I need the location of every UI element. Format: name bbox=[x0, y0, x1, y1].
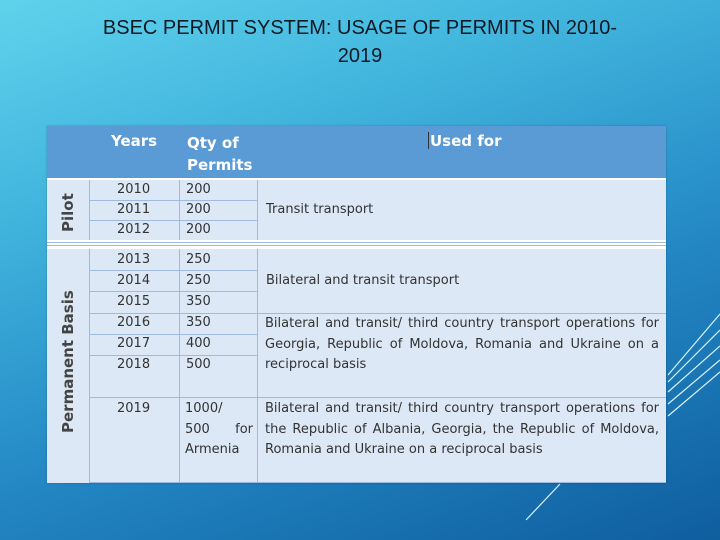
header-used-for-label: Used for bbox=[430, 132, 502, 150]
qty-2019-line-1: 1000/ bbox=[185, 401, 223, 416]
table-row-year: 2010 bbox=[117, 182, 151, 197]
table-row-year: 2014 bbox=[117, 273, 151, 288]
permanent-used-for-a: Bilateral and transit transport bbox=[266, 273, 460, 288]
table-row-year-2019: 2019 bbox=[117, 401, 151, 416]
table-row-qty: 400 bbox=[186, 336, 211, 351]
table-row-qty: 200 bbox=[186, 202, 211, 217]
table-row-qty: 350 bbox=[186, 315, 211, 330]
table-row-year: 2012 bbox=[117, 222, 151, 237]
table-row-qty: 250 bbox=[186, 252, 211, 267]
table-row-year: 2015 bbox=[117, 294, 151, 309]
pilot-used-for: Transit transport bbox=[266, 202, 374, 217]
header-used-for: Used for bbox=[428, 132, 501, 150]
table-row-year: 2011 bbox=[117, 202, 151, 217]
pilot-group: Pilot 2010 200 2011 200 2012 200 Transit… bbox=[47, 180, 666, 240]
table-row-year: 2016 bbox=[117, 315, 151, 330]
header-qty-line-2: Permits bbox=[187, 156, 253, 174]
slide-title-line-1: BSEC PERMIT SYSTEM: USAGE OF PERMITS IN … bbox=[102, 17, 618, 39]
table-row-qty: 200 bbox=[186, 182, 211, 197]
permanent-label: Permanent Basis bbox=[59, 290, 77, 433]
qty-2019-line-2a: 500 bbox=[185, 421, 210, 437]
table-row-qty: 200 bbox=[186, 222, 211, 237]
slide-title-line-2: 2019 bbox=[337, 45, 383, 67]
permits-table: Years Qty of Permits Used for Pilot 2010… bbox=[47, 126, 666, 483]
text-cursor bbox=[428, 132, 429, 149]
permanent-group: Permanent Basis 2013 250 2014 250 2015 3… bbox=[47, 249, 666, 483]
used-for-2019: Bilateral and transit/ third country tra… bbox=[265, 401, 659, 457]
table-header: Years Qty of Permits Used for bbox=[47, 126, 666, 178]
qty-2019-line-3: Armenia bbox=[185, 442, 240, 457]
table-row-year: 2017 bbox=[117, 336, 151, 351]
permanent-used-for-b: Bilateral and transit/ third country tra… bbox=[265, 316, 659, 372]
table-row-qty: 500 bbox=[186, 357, 211, 372]
qty-2019-line-2: 500 for bbox=[185, 420, 253, 441]
header-years: Years bbox=[111, 132, 158, 150]
table-row-qty: 250 bbox=[186, 273, 211, 288]
table-row-year: 2013 bbox=[117, 252, 151, 267]
header-qty: Qty of Permits bbox=[187, 132, 252, 176]
qty-2019-line-2b: for bbox=[235, 421, 253, 437]
header-qty-line-1: Qty of bbox=[187, 134, 239, 152]
pilot-label: Pilot bbox=[59, 193, 77, 232]
table-row-qty-2019: 1000/ 500 for Armenia bbox=[185, 399, 253, 461]
slide-title: BSEC PERMIT SYSTEM: USAGE OF PERMITS IN … bbox=[0, 14, 720, 70]
table-row-qty: 350 bbox=[186, 294, 211, 309]
table-row-year: 2018 bbox=[117, 357, 151, 372]
